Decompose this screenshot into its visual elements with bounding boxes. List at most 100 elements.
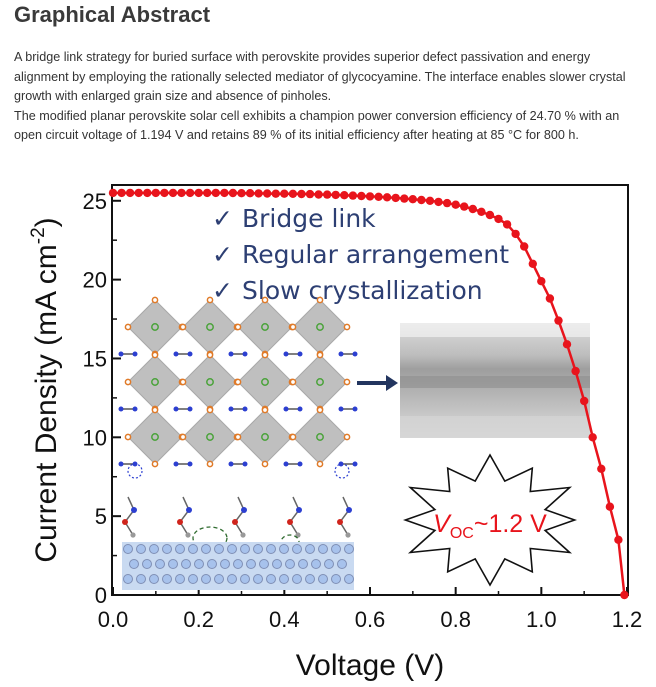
jv-data-point [297, 189, 306, 199]
substrate-atom [266, 574, 276, 584]
substrate-atom [318, 544, 328, 554]
substrate-atom [259, 559, 269, 569]
cation-atom [352, 461, 358, 467]
substrate-atom [298, 559, 308, 569]
substrate-atom [149, 574, 159, 584]
x-site-atom [343, 433, 351, 441]
jv-data-point [211, 188, 220, 198]
mediator-molecule [234, 496, 245, 536]
carbon-atom [345, 532, 351, 538]
carbon-atom [130, 532, 136, 538]
x-site-atom [343, 378, 351, 386]
jv-curve [108, 188, 629, 600]
cation-atom [173, 351, 179, 357]
jv-data-point [331, 190, 340, 200]
substrate-atom [331, 544, 341, 554]
jv-data-point [562, 340, 572, 349]
cation-atom [338, 461, 344, 467]
x-site-atom [179, 378, 187, 386]
x-site-atom [124, 433, 132, 441]
jv-data-point [271, 189, 280, 198]
jv-data-point [194, 188, 203, 198]
voc-label-sub: OC [450, 525, 474, 542]
substrate-atom [214, 574, 224, 584]
b-site-atom [206, 378, 214, 386]
y-tick-label: 10 [83, 425, 107, 450]
section-heading: Graphical Abstract [14, 2, 211, 27]
jv-data-point [485, 210, 495, 220]
abstract-text: A bridge link strategy for buried surfac… [14, 48, 644, 146]
substrate-atom [337, 559, 347, 569]
substrate-atom [168, 559, 178, 569]
y-tick-label: 15 [83, 346, 107, 371]
x-site-atom [206, 460, 214, 468]
substrate-atom [201, 544, 211, 554]
x-site-atom [289, 323, 297, 331]
x-tick-label: 1.2 [612, 607, 643, 632]
b-site-atom [261, 378, 269, 386]
abstract-paragraph-2: The modified planar perovskite solar cel… [14, 108, 620, 143]
x-site-atom [151, 406, 159, 414]
vacancy-marker [334, 463, 350, 479]
y-tick-label: 20 [83, 268, 107, 293]
cation-atom [283, 461, 289, 467]
voc-label-value: ~1.2 V [474, 510, 547, 538]
x-site-atom [124, 378, 132, 386]
substrate-atom [220, 559, 230, 569]
substrate-atom [194, 559, 204, 569]
substrate-atom [344, 544, 354, 554]
cation-atom [118, 351, 124, 357]
jv-data-point [571, 366, 580, 376]
jv-data-point [528, 259, 537, 268]
jv-data-point [391, 193, 400, 203]
arrow-to-sem [357, 375, 398, 391]
jv-data-point [254, 189, 263, 198]
x-tick-label: 0.8 [440, 607, 471, 632]
x-site-atom [124, 323, 132, 331]
substrate-atom [240, 574, 250, 584]
mediator-molecule [124, 496, 135, 536]
jv-data-point [494, 214, 503, 224]
substrate-atom [266, 544, 276, 554]
jv-data-point [588, 433, 597, 442]
x-site-atom [234, 323, 242, 331]
substrate-atom [240, 544, 250, 554]
jv-data-point [245, 189, 255, 198]
substrate-atom [318, 574, 328, 584]
jv-data-point [511, 229, 520, 239]
substrate-atom [233, 559, 243, 569]
substrate-atom [123, 574, 133, 584]
x-site-atom [261, 460, 269, 468]
x-tick-label: 0.4 [269, 607, 300, 632]
jv-data-point [151, 188, 160, 198]
oxygen-atom [177, 519, 183, 525]
x-axis-label: Voltage (V) [296, 649, 444, 682]
substrate-atom [155, 559, 165, 569]
oxygen-atom [337, 519, 343, 525]
mediator-molecule [179, 496, 190, 536]
substrate-atom [279, 544, 289, 554]
jv-data-point [203, 188, 212, 198]
substrate-atom [253, 544, 263, 554]
substrate-atom [331, 574, 341, 584]
x-site-atom [151, 351, 159, 359]
x-site-atom [289, 378, 297, 386]
jv-data-point [545, 294, 555, 303]
jv-data-point [305, 189, 315, 199]
substrate-atom [253, 574, 263, 584]
jv-data-point [314, 190, 323, 199]
cation-atom [187, 351, 193, 357]
substrate-atom [188, 544, 198, 554]
y-axis-label-main: Current Density (mA cm [30, 244, 63, 562]
jv-data-point [134, 188, 143, 198]
x-site-atom [316, 351, 324, 359]
substrate-atom [285, 559, 295, 569]
jv-data-point [597, 464, 606, 473]
x-site-atom [151, 296, 159, 304]
cation-atom [338, 406, 344, 412]
jv-data-point [185, 188, 195, 198]
substrate-atom [201, 574, 211, 584]
substrate-atom [272, 559, 282, 569]
jv-data-point [125, 188, 135, 198]
checklist-check-3: ✓ [212, 276, 233, 305]
